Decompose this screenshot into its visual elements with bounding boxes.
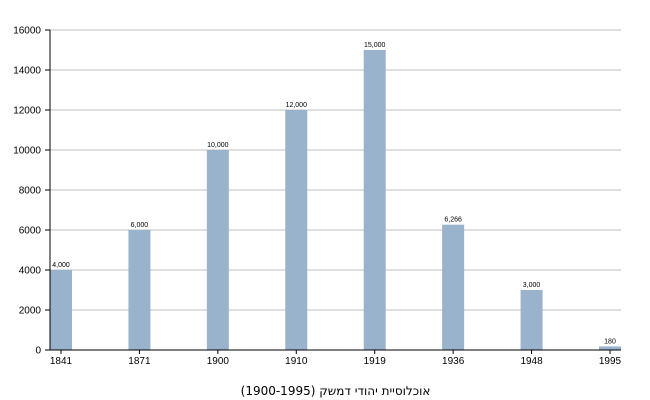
y-tick-label: 12000 xyxy=(13,106,41,117)
data-label-1936: 6,266 xyxy=(444,217,462,224)
x-tick-label-1919: 1919 xyxy=(364,356,387,367)
bar-1948 xyxy=(520,290,543,350)
x-tick-label-1841: 1841 xyxy=(50,356,73,367)
y-tick-label: 14000 xyxy=(13,66,41,77)
data-label-1871: 6,000 xyxy=(131,222,149,229)
bar-1919 xyxy=(363,50,386,350)
data-labels: 4,000 6,000 10,000 12,000 15,000 6,266 3,000 18… xyxy=(52,42,616,345)
bar-1871 xyxy=(128,230,151,350)
bar-1900 xyxy=(206,150,229,350)
y-tick-label: 0 xyxy=(35,346,41,357)
bar-1995 xyxy=(599,346,621,350)
x-tick-label-1948: 1948 xyxy=(520,356,543,367)
y-axis-ticks: 0 2000 4000 6000 8000 10000 12000 14000 16000 xyxy=(13,26,50,357)
x-axis-label: אוכלוסיית יהודי דמשק (1900-1995) xyxy=(241,384,431,398)
data-label-1995: 180 xyxy=(604,338,616,345)
bar-1936 xyxy=(442,224,465,350)
x-tick-label-1995: 1995 xyxy=(599,356,622,367)
x-tick-label-1936: 1936 xyxy=(442,356,465,367)
x-axis-ticks: 1841 1871 1900 1910 1919 1936 1948 1995 xyxy=(50,350,622,367)
y-tick-label: 4000 xyxy=(19,266,42,277)
y-tick-label: 6000 xyxy=(19,226,42,237)
x-tick-label-1900: 1900 xyxy=(207,356,230,367)
y-tick-label: 8000 xyxy=(19,186,42,197)
data-label-1910: 12,000 xyxy=(286,102,308,109)
data-label-1919: 15,000 xyxy=(364,42,386,49)
data-label-1900: 10,000 xyxy=(207,142,229,149)
data-label-1841: 4,000 xyxy=(52,262,70,269)
y-tick-label: 16000 xyxy=(13,26,41,37)
x-tick-label-1910: 1910 xyxy=(285,356,308,367)
bar-1841 xyxy=(50,270,72,350)
y-tick-label: 10000 xyxy=(13,146,41,157)
bar-1910 xyxy=(285,110,308,350)
bars xyxy=(50,50,621,350)
data-label-1948: 3,000 xyxy=(523,282,541,289)
x-tick-label-1871: 1871 xyxy=(128,356,151,367)
y-tick-label: 2000 xyxy=(19,306,42,317)
